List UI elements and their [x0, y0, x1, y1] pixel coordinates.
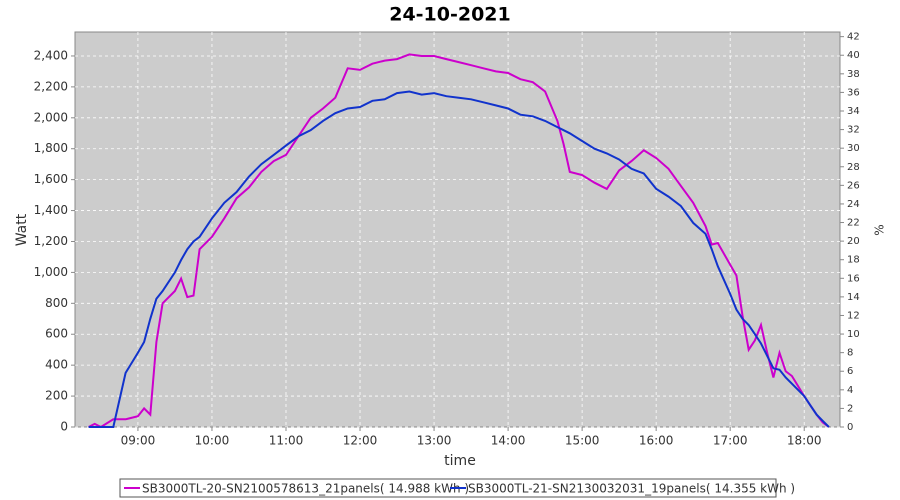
y-tick-label: 600 — [45, 327, 68, 341]
x-tick-label: 16:00 — [639, 434, 674, 448]
x-tick-label: 15:00 — [565, 434, 600, 448]
y2-tick-label: 18 — [847, 255, 860, 266]
y-tick-label: 1,400 — [34, 203, 68, 217]
y-tick-label: 200 — [45, 389, 68, 403]
y2-tick-label: 40 — [847, 50, 860, 61]
y2-tick-label: 12 — [847, 310, 860, 321]
y2-tick-label: 16 — [847, 273, 860, 284]
y2-tick-label: 24 — [847, 199, 860, 210]
series-line — [88, 53, 830, 429]
y-tick-label: 1,200 — [34, 234, 68, 248]
y-tick-label: 1,600 — [34, 172, 68, 186]
y-tick-label: 2,000 — [34, 110, 68, 124]
y2-tick-label: 22 — [847, 218, 860, 229]
x-tick-label: 14:00 — [491, 434, 526, 448]
y2-tick-label: 34 — [847, 106, 860, 117]
y-tick-label: 1,000 — [34, 265, 68, 279]
y2-tick-label: 10 — [847, 329, 860, 340]
x-tick-label: 09:00 — [121, 434, 156, 448]
y2-tick-label: 32 — [847, 125, 860, 136]
y2-tick-label: 2 — [847, 403, 853, 414]
plot-area — [74, 31, 841, 428]
x-tick-label: 18:00 — [787, 434, 822, 448]
y2-tick-label: 20 — [847, 236, 860, 247]
y2-tick-label: 42 — [847, 32, 860, 43]
y2-tick-label: 14 — [847, 292, 860, 303]
y2-tick-label: 36 — [847, 87, 860, 98]
y2-tick-label: 6 — [847, 366, 853, 377]
y2-tick-label: 30 — [847, 143, 860, 154]
x-axis-label: time — [444, 453, 476, 469]
x-tick-label: 10:00 — [195, 434, 230, 448]
y-tick-label: 1,800 — [34, 141, 68, 155]
y2-axis-label: % — [873, 224, 887, 235]
legend — [119, 478, 777, 498]
series-line — [88, 90, 830, 428]
chart-title: 24-10-2021 — [389, 4, 511, 26]
y-tick-label: 400 — [45, 358, 68, 372]
legend-label: SB3000TL-21-SN2130032031_19panels( 14.35… — [468, 482, 795, 496]
y2-tick-label: 26 — [847, 180, 860, 191]
y2-tick-label: 0 — [847, 422, 853, 433]
x-tick-label: 13:00 — [417, 434, 452, 448]
legend-label: SB3000TL-20-SN2100578613_21panels( 14.98… — [142, 482, 469, 496]
y2-tick-label: 28 — [847, 162, 860, 173]
y-tick-label: 2,400 — [34, 48, 68, 62]
y2-tick-label: 8 — [847, 348, 853, 359]
y-tick-label: 0 — [60, 420, 68, 434]
x-tick-label: 11:00 — [269, 434, 304, 448]
x-tick-label: 17:00 — [713, 434, 748, 448]
y-tick-label: 800 — [45, 296, 68, 310]
x-tick-label: 12:00 — [343, 434, 378, 448]
y2-tick-label: 38 — [847, 69, 860, 80]
y2-tick-label: 4 — [847, 385, 853, 396]
y-axis-label: Watt — [14, 213, 30, 246]
y-tick-label: 2,200 — [34, 79, 68, 93]
